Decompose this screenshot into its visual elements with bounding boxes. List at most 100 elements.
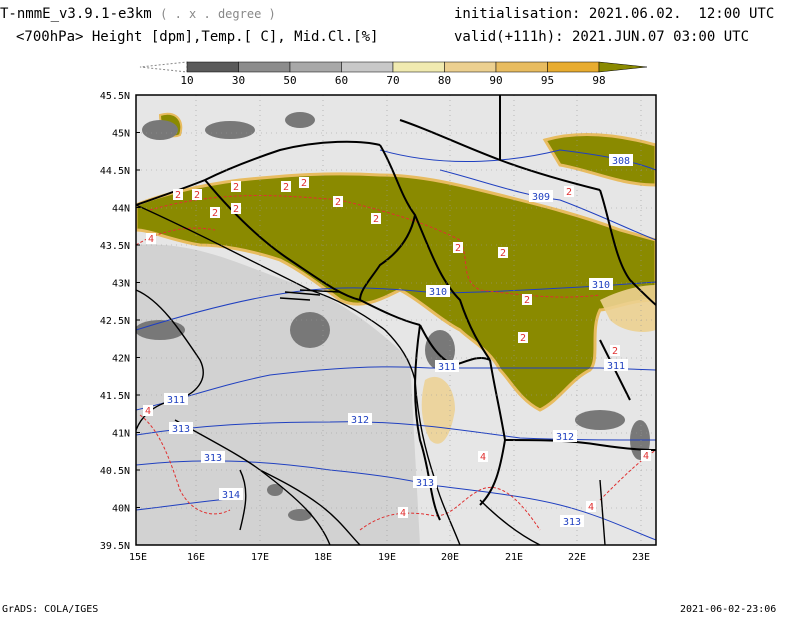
temp-label-box bbox=[586, 501, 596, 512]
lat-tick-label: 43N bbox=[112, 279, 130, 290]
temp-label: 4 bbox=[400, 508, 406, 519]
lat-tick-label: 40.5N bbox=[100, 466, 130, 477]
temp-label: 2 bbox=[455, 243, 461, 254]
temperature-contour-labels: 2 2 2 2 2 2 2 2 2 2 2 2 2 2 2 4 4 4 4 4 4 bbox=[143, 177, 651, 519]
temperature-contours bbox=[136, 195, 656, 531]
temp-label: 2 bbox=[500, 248, 506, 259]
temp-label-box bbox=[231, 203, 241, 214]
colorbar-label: 30 bbox=[232, 74, 245, 87]
temp-label-box bbox=[371, 213, 381, 224]
temp-label: 2 bbox=[233, 204, 239, 215]
height-label-box bbox=[219, 488, 243, 500]
temp-label: 2 bbox=[612, 346, 618, 357]
temp-label: 2 bbox=[283, 182, 289, 193]
lat-tick-label: 44N bbox=[112, 204, 130, 215]
colorbar-label: 98 bbox=[592, 74, 605, 87]
temp-label-box bbox=[398, 507, 408, 518]
footer-credit: GrADS: COLA/IGES bbox=[2, 604, 99, 615]
colorbar-label: 50 bbox=[283, 74, 296, 87]
height-label-box bbox=[164, 393, 188, 405]
height-label-box bbox=[413, 476, 437, 488]
temp-label-box bbox=[610, 345, 620, 356]
height-label-box bbox=[604, 359, 628, 371]
height-label-box bbox=[553, 430, 577, 442]
temp-label-box bbox=[641, 450, 651, 461]
height-label: 312 bbox=[351, 415, 369, 426]
valid-time: valid(+111h): 2021.JUN.07 03:00 UTC bbox=[454, 29, 750, 45]
height-label: 311 bbox=[607, 361, 625, 372]
height-label: 310 bbox=[592, 280, 610, 291]
height-label-box bbox=[529, 190, 553, 202]
lon-tick-label: 16E bbox=[187, 552, 205, 563]
colorbar-label: 10 bbox=[180, 74, 193, 87]
height-label-box bbox=[169, 422, 193, 434]
lon-tick-label: 20E bbox=[441, 552, 459, 563]
temp-label: 4 bbox=[148, 234, 154, 245]
colorbar: 10 30 50 60 70 80 90 95 98 bbox=[139, 61, 648, 87]
height-label: 308 bbox=[612, 156, 630, 167]
temp-label-box bbox=[173, 189, 183, 200]
height-label: 313 bbox=[416, 478, 434, 489]
lon-tick-label: 18E bbox=[314, 552, 332, 563]
temp-label-box bbox=[231, 181, 241, 192]
lat-tick-label: 42N bbox=[112, 354, 130, 365]
temp-label: 2 bbox=[301, 178, 307, 189]
temp-label-box bbox=[281, 181, 291, 192]
temp-label: 2 bbox=[233, 182, 239, 193]
temp-label: 2 bbox=[335, 197, 341, 208]
height-label-box bbox=[435, 360, 459, 372]
temp-label: 2 bbox=[175, 190, 181, 201]
height-label-box bbox=[348, 413, 372, 425]
height-label-box bbox=[609, 154, 633, 166]
temp-label-box bbox=[146, 233, 156, 244]
temp-label-box bbox=[143, 405, 153, 416]
map-subtitle: <700hPa> Height [dpm],Temp.[ C], Mid.Cl.… bbox=[16, 29, 379, 45]
map-title: T-nmmE_v3.9.1-e3km ( . x . degree ) bbox=[0, 6, 276, 22]
temp-label-box bbox=[453, 242, 463, 253]
temp-label-box bbox=[333, 196, 343, 207]
cloud-cover-layer bbox=[136, 112, 656, 521]
height-label: 313 bbox=[563, 517, 581, 528]
temp-label-box bbox=[210, 207, 220, 218]
height-label: 312 bbox=[556, 432, 574, 443]
height-label: 310 bbox=[429, 287, 447, 298]
temp-label-box bbox=[564, 186, 574, 197]
temp-label: 4 bbox=[588, 502, 594, 513]
temp-label: 4 bbox=[480, 452, 486, 463]
temp-label-box bbox=[299, 177, 309, 188]
temp-label: 2 bbox=[194, 190, 200, 201]
height-label-box bbox=[426, 285, 450, 297]
units-note: ( . x . degree ) bbox=[160, 7, 276, 21]
gridlines bbox=[136, 95, 656, 545]
temp-label: 4 bbox=[145, 406, 151, 417]
temp-label: 2 bbox=[373, 214, 379, 225]
height-label-box bbox=[201, 451, 225, 463]
lat-tick-label: 44.5N bbox=[100, 166, 130, 177]
longitude-axis: 15E 16E 17E 18E 19E 20E 21E 22E 23E bbox=[129, 552, 650, 563]
lon-tick-label: 23E bbox=[632, 552, 650, 563]
height-label-box bbox=[589, 278, 613, 290]
height-label-box bbox=[560, 515, 584, 527]
temp-label-box bbox=[518, 332, 528, 343]
temp-label-box bbox=[192, 189, 202, 200]
height-label: 311 bbox=[438, 362, 456, 373]
height-label: 309 bbox=[532, 192, 550, 203]
temp-label: 2 bbox=[520, 333, 526, 344]
lon-tick-label: 17E bbox=[251, 552, 269, 563]
temp-label-box bbox=[478, 451, 488, 462]
lon-tick-label: 21E bbox=[505, 552, 523, 563]
initialisation-time: initialisation: 2021.06.02. 12:00 UTC bbox=[454, 6, 775, 22]
colorbar-arrow-right bbox=[598, 61, 648, 73]
country-borders bbox=[136, 95, 656, 521]
colorbar-label: 95 bbox=[541, 74, 554, 87]
temp-label: 2 bbox=[566, 187, 572, 198]
lon-tick-label: 19E bbox=[378, 552, 396, 563]
lat-tick-label: 40N bbox=[112, 504, 130, 515]
lat-tick-label: 41N bbox=[112, 429, 130, 440]
temp-label: 4 bbox=[643, 451, 649, 462]
latitude-axis: 45.5N 45N 44.5N 44N 43.5N 43N 42.5N 42N 41.5N 41N… bbox=[100, 91, 140, 552]
coastlines bbox=[136, 204, 606, 545]
temp-label-box bbox=[498, 247, 508, 258]
colorbar-label: 90 bbox=[489, 74, 502, 87]
